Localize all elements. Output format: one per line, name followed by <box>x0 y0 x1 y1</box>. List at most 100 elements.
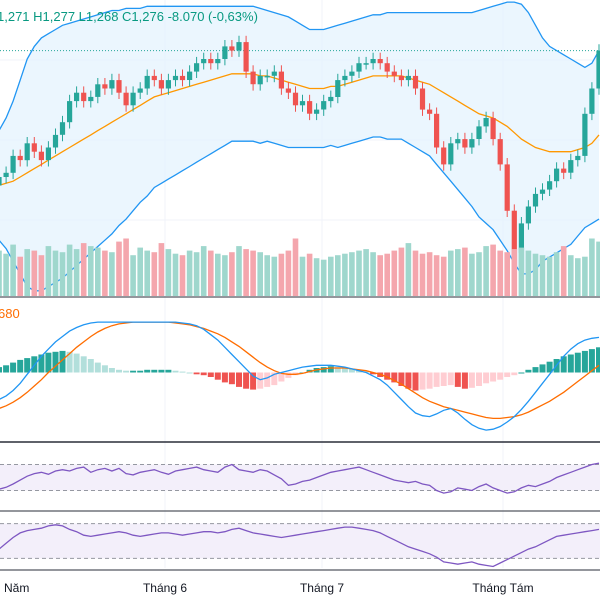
candle-body <box>201 59 207 64</box>
price-pane[interactable] <box>0 1 600 292</box>
macd-histogram-bar <box>440 372 447 386</box>
volume-bar <box>151 252 158 296</box>
candle-body <box>427 109 433 114</box>
volume-bar <box>440 256 447 296</box>
macd-histogram-bar <box>250 372 257 390</box>
candle-body <box>398 75 404 81</box>
candle-body <box>208 59 214 64</box>
volume-bar <box>412 250 419 296</box>
oscillator-1-band-fill <box>0 464 600 491</box>
macd-histogram-bar <box>73 353 80 373</box>
candle-body <box>285 88 291 93</box>
macd-histogram-bar <box>17 359 24 373</box>
candle-body <box>349 71 355 76</box>
macd-histogram-bar <box>518 372 525 374</box>
candle-body <box>525 206 531 224</box>
bollinger-band-fill <box>0 2 599 291</box>
macd-histogram-bar <box>52 351 59 373</box>
bollinger-upper-line <box>0 1 600 131</box>
candle-body <box>342 75 348 81</box>
candle-body <box>3 172 9 177</box>
oscillator-2-pane[interactable] <box>0 523 600 568</box>
volume-bar <box>356 250 362 296</box>
volume-bar <box>144 250 150 296</box>
volume-bar <box>31 250 38 296</box>
volume-bar <box>596 241 600 296</box>
candle-body <box>109 80 115 89</box>
macd-histogram-bar <box>80 356 87 373</box>
volume-bar <box>102 250 108 296</box>
macd-histogram-bar <box>574 352 581 373</box>
candle-body <box>0 177 2 186</box>
macd-histogram-bar <box>560 356 567 373</box>
candle-body <box>74 92 80 102</box>
macd-histogram-bar <box>468 372 475 388</box>
macd-histogram-bar <box>546 361 553 373</box>
macd-histogram-bar <box>278 372 285 382</box>
volume-bar <box>553 252 560 296</box>
macd-histogram-bar <box>447 372 454 386</box>
candle-body <box>356 63 362 72</box>
oscillator-2-band-fill <box>0 523 600 559</box>
volume-bar <box>250 250 256 296</box>
macd-histogram-bar <box>179 371 186 373</box>
volume-bar <box>165 249 172 296</box>
macd-pane[interactable] <box>0 321 600 431</box>
macd-histogram-bar <box>59 350 66 373</box>
macd-histogram-bar <box>207 372 214 377</box>
macd-signal-line <box>0 321 600 420</box>
moving-average-line <box>0 73 600 186</box>
volume-bar <box>271 256 278 296</box>
volume-bar <box>186 250 193 296</box>
macd-histogram-bar <box>320 367 327 373</box>
volume-bar <box>52 250 59 296</box>
x-axis-label-nam: Năm <box>4 581 29 595</box>
oscillator-1-pane[interactable] <box>0 462 600 494</box>
volume-bar <box>490 244 496 296</box>
macd-histogram-bar <box>285 372 292 378</box>
candle-body <box>102 84 108 89</box>
candle-body <box>321 101 327 110</box>
volume-bar <box>38 255 45 296</box>
volume-bar <box>130 255 136 296</box>
volume-bar <box>10 244 16 296</box>
macd-legend-value: 680 <box>0 306 20 321</box>
volume-bar <box>59 252 66 296</box>
candle-body <box>215 59 221 64</box>
volume-bar <box>483 246 489 296</box>
candle-body <box>236 42 242 51</box>
volume-bar <box>109 252 115 296</box>
volume-bar <box>342 253 348 296</box>
volume-bar <box>158 243 165 296</box>
macd-histogram-bar <box>123 370 130 373</box>
macd-histogram-bar <box>454 372 461 387</box>
volume-bar <box>313 258 320 296</box>
candle-body <box>179 75 186 81</box>
macd-histogram-bar <box>419 372 426 390</box>
macd-histogram-bar <box>172 370 179 373</box>
volume-bar <box>3 253 9 296</box>
candle-body <box>582 113 588 156</box>
candle-body <box>476 126 482 139</box>
macd-histogram-bar <box>236 372 242 387</box>
volume-bar <box>462 247 468 296</box>
macd-histogram-bar <box>532 367 539 373</box>
candle-body <box>462 139 468 148</box>
candle-body <box>243 42 249 72</box>
candle-body <box>222 46 228 59</box>
macd-histogram-bar <box>38 354 45 373</box>
volume-bar <box>433 255 440 296</box>
volume-bar <box>391 250 398 296</box>
macd-histogram-bar <box>108 368 115 373</box>
candle-body <box>314 109 320 114</box>
ohlc-legend: 1,271 H1,277 L1,268 C1,276 -8.070 (-0,63… <box>0 9 258 24</box>
candle-body <box>123 92 129 106</box>
macd-histogram-bar <box>476 372 482 386</box>
candle-body <box>405 75 411 81</box>
volume-bar <box>335 255 341 296</box>
candle-body <box>88 96 94 102</box>
volume-bar <box>236 246 242 296</box>
candle-body <box>194 63 200 72</box>
macd-histogram-bar <box>137 370 144 373</box>
